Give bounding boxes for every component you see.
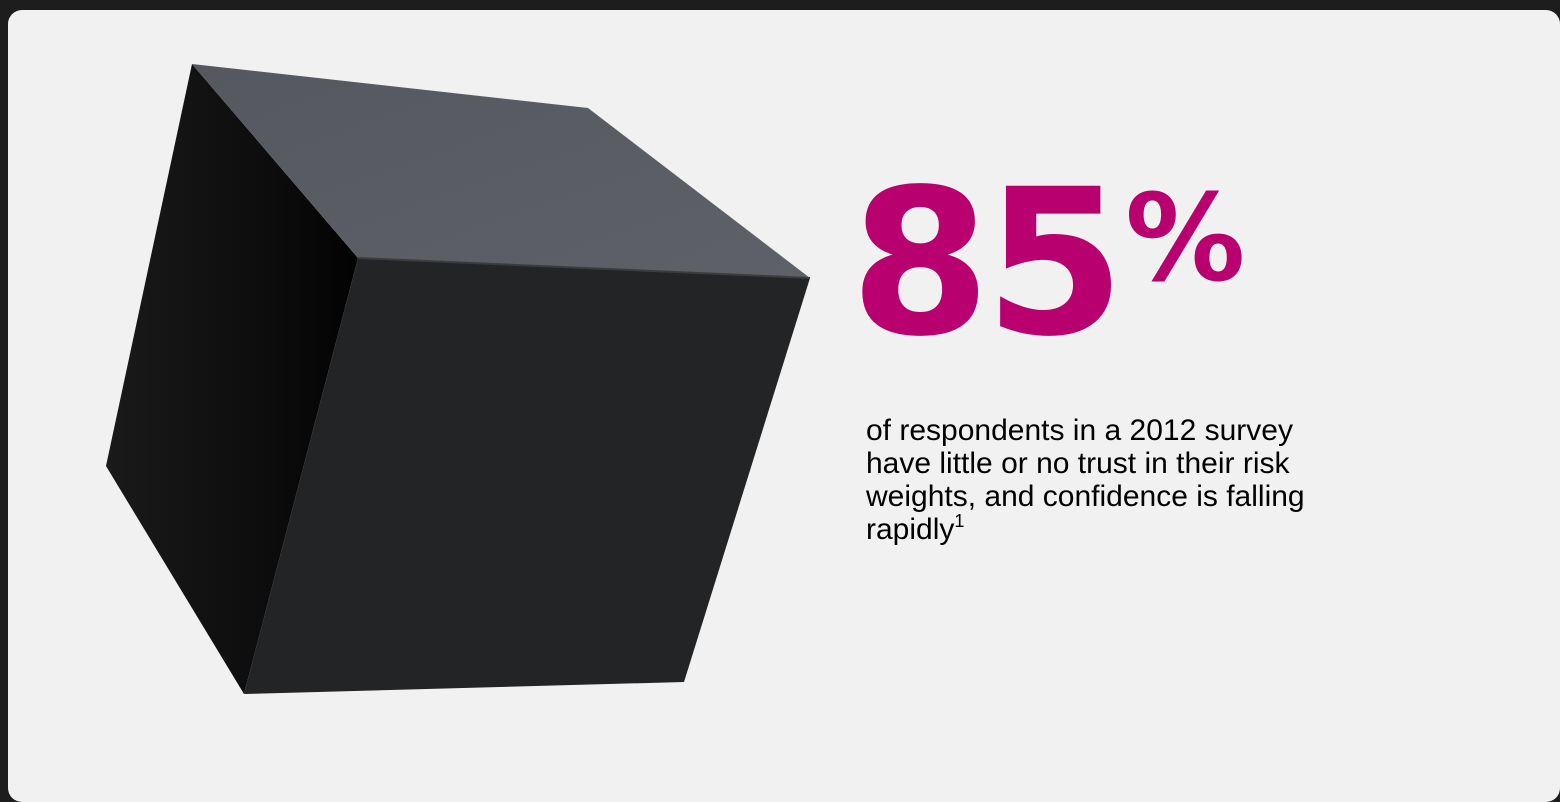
stat-value: 85 xyxy=(850,145,1125,381)
stat-percentage: 85% xyxy=(850,162,1245,364)
cube-front-face xyxy=(244,258,810,694)
cube-side-face xyxy=(106,64,358,694)
stat-caption: of respondents in a 2012 survey have lit… xyxy=(866,414,1326,546)
footnote-marker: 1 xyxy=(954,511,965,531)
stat-unit: % xyxy=(1125,170,1246,309)
slide-panel: 85% of respondents in a 2012 survey have… xyxy=(8,10,1560,802)
cube-graphic xyxy=(8,10,1560,802)
black-cube-icon xyxy=(106,64,811,694)
stat-caption-text: of respondents in a 2012 survey have lit… xyxy=(866,414,1305,546)
cube-top-face xyxy=(192,64,810,278)
